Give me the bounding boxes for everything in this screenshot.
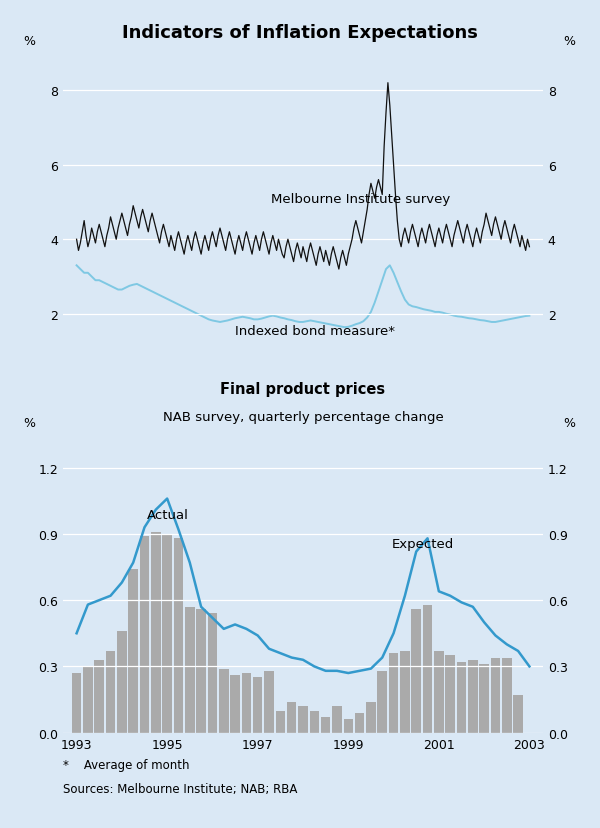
Bar bbox=[389, 653, 398, 733]
Text: Indexed bond measure*: Indexed bond measure* bbox=[235, 325, 395, 338]
Bar bbox=[275, 710, 285, 733]
Bar bbox=[242, 673, 251, 733]
Bar bbox=[344, 720, 353, 733]
Bar bbox=[468, 660, 478, 733]
Bar bbox=[332, 706, 342, 733]
Bar bbox=[219, 669, 229, 733]
Bar bbox=[502, 657, 512, 733]
Bar bbox=[264, 671, 274, 733]
Bar bbox=[457, 662, 466, 733]
Text: Actual: Actual bbox=[147, 509, 188, 522]
Text: Sources: Melbourne Institute; NAB; RBA: Sources: Melbourne Institute; NAB; RBA bbox=[63, 782, 298, 796]
Bar bbox=[412, 609, 421, 733]
Bar bbox=[83, 667, 92, 733]
Bar bbox=[208, 614, 217, 733]
Bar bbox=[140, 537, 149, 733]
Bar bbox=[310, 710, 319, 733]
Text: %: % bbox=[563, 416, 575, 429]
Bar bbox=[434, 651, 443, 733]
Bar bbox=[423, 604, 432, 733]
Bar bbox=[298, 706, 308, 733]
Text: NAB survey, quarterly percentage change: NAB survey, quarterly percentage change bbox=[163, 410, 443, 423]
Bar bbox=[514, 696, 523, 733]
Text: Expected: Expected bbox=[391, 537, 454, 551]
Text: %: % bbox=[23, 416, 35, 429]
Bar bbox=[151, 532, 161, 733]
Bar bbox=[94, 660, 104, 733]
Bar bbox=[479, 664, 489, 733]
Bar bbox=[253, 677, 262, 733]
Bar bbox=[400, 651, 410, 733]
Bar bbox=[174, 539, 183, 733]
Text: %: % bbox=[23, 35, 35, 48]
Bar bbox=[117, 631, 127, 733]
Text: Final product prices: Final product prices bbox=[220, 382, 386, 397]
Bar bbox=[377, 671, 387, 733]
Bar bbox=[106, 651, 115, 733]
Bar bbox=[185, 607, 194, 733]
Bar bbox=[366, 702, 376, 733]
Bar bbox=[355, 713, 364, 733]
Bar bbox=[491, 657, 500, 733]
Bar bbox=[287, 702, 296, 733]
Bar bbox=[196, 609, 206, 733]
Text: Melbourne Institute survey: Melbourne Institute survey bbox=[271, 193, 451, 205]
Text: *    Average of month: * Average of month bbox=[63, 758, 190, 771]
Bar bbox=[163, 534, 172, 733]
Bar bbox=[445, 656, 455, 733]
Bar bbox=[230, 676, 240, 733]
Text: %: % bbox=[563, 35, 575, 48]
Bar bbox=[72, 673, 82, 733]
Text: Indicators of Inflation Expectations: Indicators of Inflation Expectations bbox=[122, 24, 478, 42]
Bar bbox=[128, 570, 138, 733]
Bar bbox=[321, 717, 331, 733]
